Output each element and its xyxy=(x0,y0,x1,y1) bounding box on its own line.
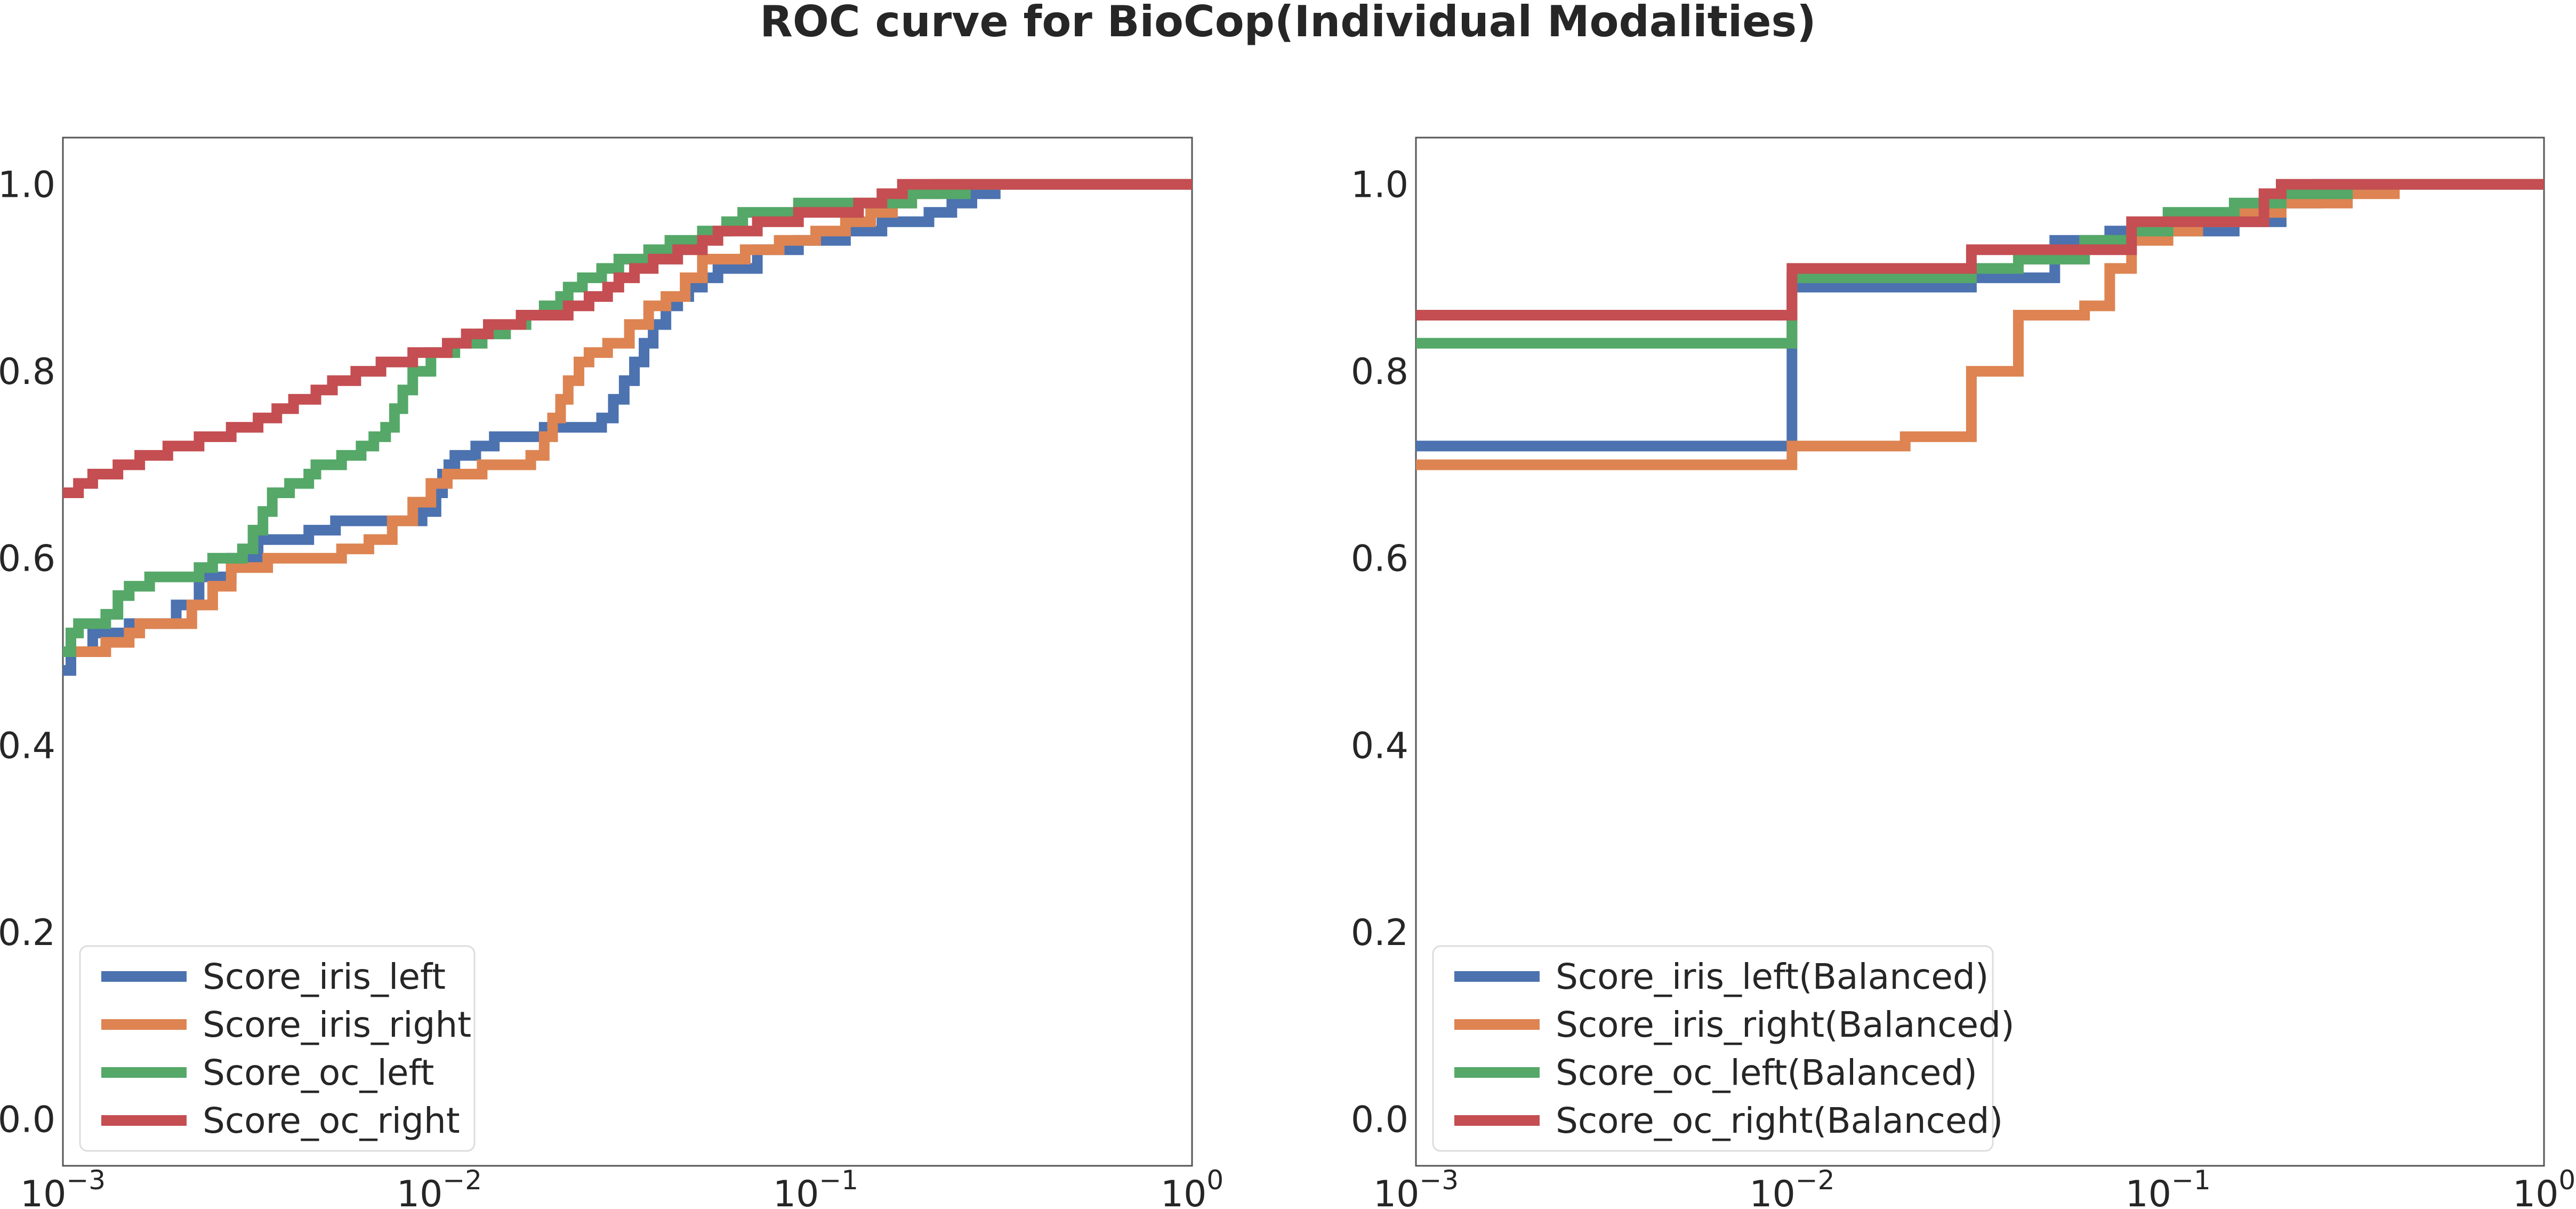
x-tick-label: 10−1 xyxy=(2126,1165,2211,1209)
series-line-Score_iris_right xyxy=(63,179,1192,657)
left-roc-panel: 0.0 0.2 0.4 0.6 0.8 1.0 10−3 10−2 10−1 100 Score_i… xyxy=(0,137,1223,1209)
x-tick-label: 10−3 xyxy=(1373,1165,1459,1209)
series-line-Score_oc_right(Balanced) xyxy=(1416,179,2544,321)
y-tick-label: 1.0 xyxy=(0,164,55,206)
series-line-Score_oc_right xyxy=(63,179,1192,498)
legend: Score_iris_left(Balanced) Score_iris_righ… xyxy=(1432,945,2015,1152)
legend-label: Score_iris_right(Balanced) xyxy=(1556,1004,2015,1045)
series-line-Score_iris_right(Balanced) xyxy=(1416,179,2544,470)
y-tick-label: 0.6 xyxy=(0,538,55,580)
x-tick-label: 10−1 xyxy=(773,1165,858,1209)
legend-label: Score_iris_left(Balanced) xyxy=(1556,956,1989,997)
x-tick-label: 10−2 xyxy=(397,1165,482,1209)
y-tick-label: 0.8 xyxy=(0,351,55,393)
figure-title: ROC curve for BioCop(Individual Modaliti… xyxy=(760,0,1816,46)
y-tick-label: 0.2 xyxy=(1351,912,1408,954)
x-tick-label: 100 xyxy=(2513,1165,2575,1209)
y-tick-label: 0.0 xyxy=(1351,1099,1408,1141)
legend-label: Score_oc_left(Balanced) xyxy=(1556,1052,1977,1093)
legend-label: Score_iris_right xyxy=(203,1004,471,1045)
y-tick-label: 0.8 xyxy=(1351,351,1408,393)
right-roc-panel: 0.0 0.2 0.4 0.6 0.8 1.0 10−3 10−2 10−1 100 Score_i… xyxy=(1351,137,2575,1209)
y-tick-label: 0.4 xyxy=(0,725,55,767)
legend-label: Score_oc_right(Balanced) xyxy=(1556,1100,2003,1141)
y-tick-label: 0.2 xyxy=(0,912,55,954)
x-tick-label: 100 xyxy=(1161,1165,1223,1209)
legend: Score_iris_left Score_iris_right Score_oc_… xyxy=(79,945,476,1152)
y-tick-label: 0.4 xyxy=(1351,725,1408,767)
legend-label: Score_oc_left xyxy=(203,1052,434,1093)
x-tick-label: 10−2 xyxy=(1749,1165,1834,1209)
y-tick-label: 0.0 xyxy=(0,1099,55,1141)
legend-label: Score_oc_right xyxy=(203,1100,460,1141)
y-tick-label: 0.6 xyxy=(1351,538,1408,580)
legend-label: Score_iris_left xyxy=(203,956,446,997)
x-tick-label: 10−3 xyxy=(20,1165,106,1209)
y-tick-label: 1.0 xyxy=(1351,164,1408,206)
